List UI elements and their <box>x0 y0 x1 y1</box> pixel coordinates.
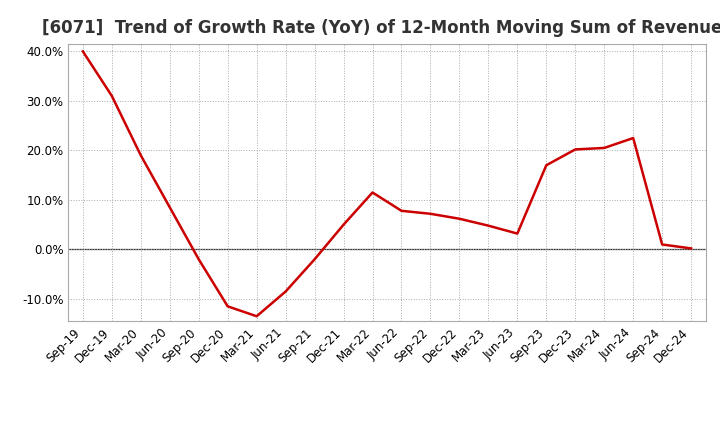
Title: [6071]  Trend of Growth Rate (YoY) of 12-Month Moving Sum of Revenues: [6071] Trend of Growth Rate (YoY) of 12-… <box>42 19 720 37</box>
